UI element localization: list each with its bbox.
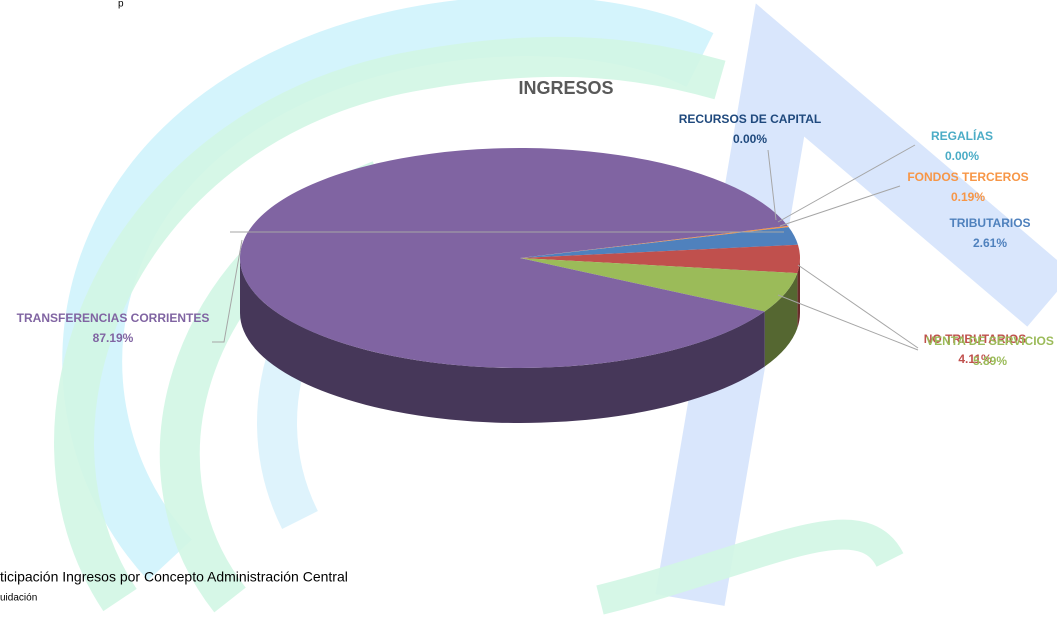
data-label-value: 0.19%	[951, 190, 985, 204]
data-label-value: 87.19%	[93, 331, 134, 345]
top-fragment: p	[118, 0, 124, 10]
leader-line	[777, 144, 916, 223]
background-swoosh	[54, 0, 1057, 615]
data-label-name: RECURSOS DE CAPITAL	[679, 112, 821, 126]
pie-slice	[520, 244, 800, 274]
data-label-name: VENTA DE SERVICIOS	[926, 334, 1054, 348]
data-label-name: TRANSFERENCIAS CORRIENTES	[17, 311, 210, 325]
data-label-value: 0.00%	[945, 149, 979, 163]
leader-line	[797, 264, 919, 349]
caption-source: uidación	[0, 593, 37, 604]
pie-slice	[239, 148, 788, 368]
data-label-name: TRIBUTARIOS	[949, 216, 1030, 230]
data-label-value: 4.11%	[958, 352, 992, 366]
pie-slice	[520, 227, 798, 258]
caption-title: ticipación Ingresos por Concepto Adminis…	[0, 569, 348, 585]
data-label-value: 2.61%	[973, 236, 1007, 250]
leader-line	[777, 294, 919, 351]
data-label-name: FONDOS TERCEROS	[907, 170, 1028, 184]
data-label-value: 5.89%	[973, 354, 1007, 368]
slice-side	[797, 258, 800, 329]
leader-line	[767, 149, 777, 221]
leader-line	[779, 185, 901, 227]
pie-slice	[520, 225, 789, 258]
slice-side	[240, 258, 765, 423]
leader-line	[212, 239, 243, 343]
data-label-name: REGALÍAS	[931, 128, 993, 143]
data-label-value: 0.00%	[733, 132, 767, 146]
data-label-name: NO TRIBUTARIOS	[924, 332, 1026, 346]
slice-side	[764, 273, 798, 367]
pie-slice	[520, 258, 798, 312]
pie	[239, 148, 800, 423]
chart-title: INGRESOS	[518, 78, 613, 98]
